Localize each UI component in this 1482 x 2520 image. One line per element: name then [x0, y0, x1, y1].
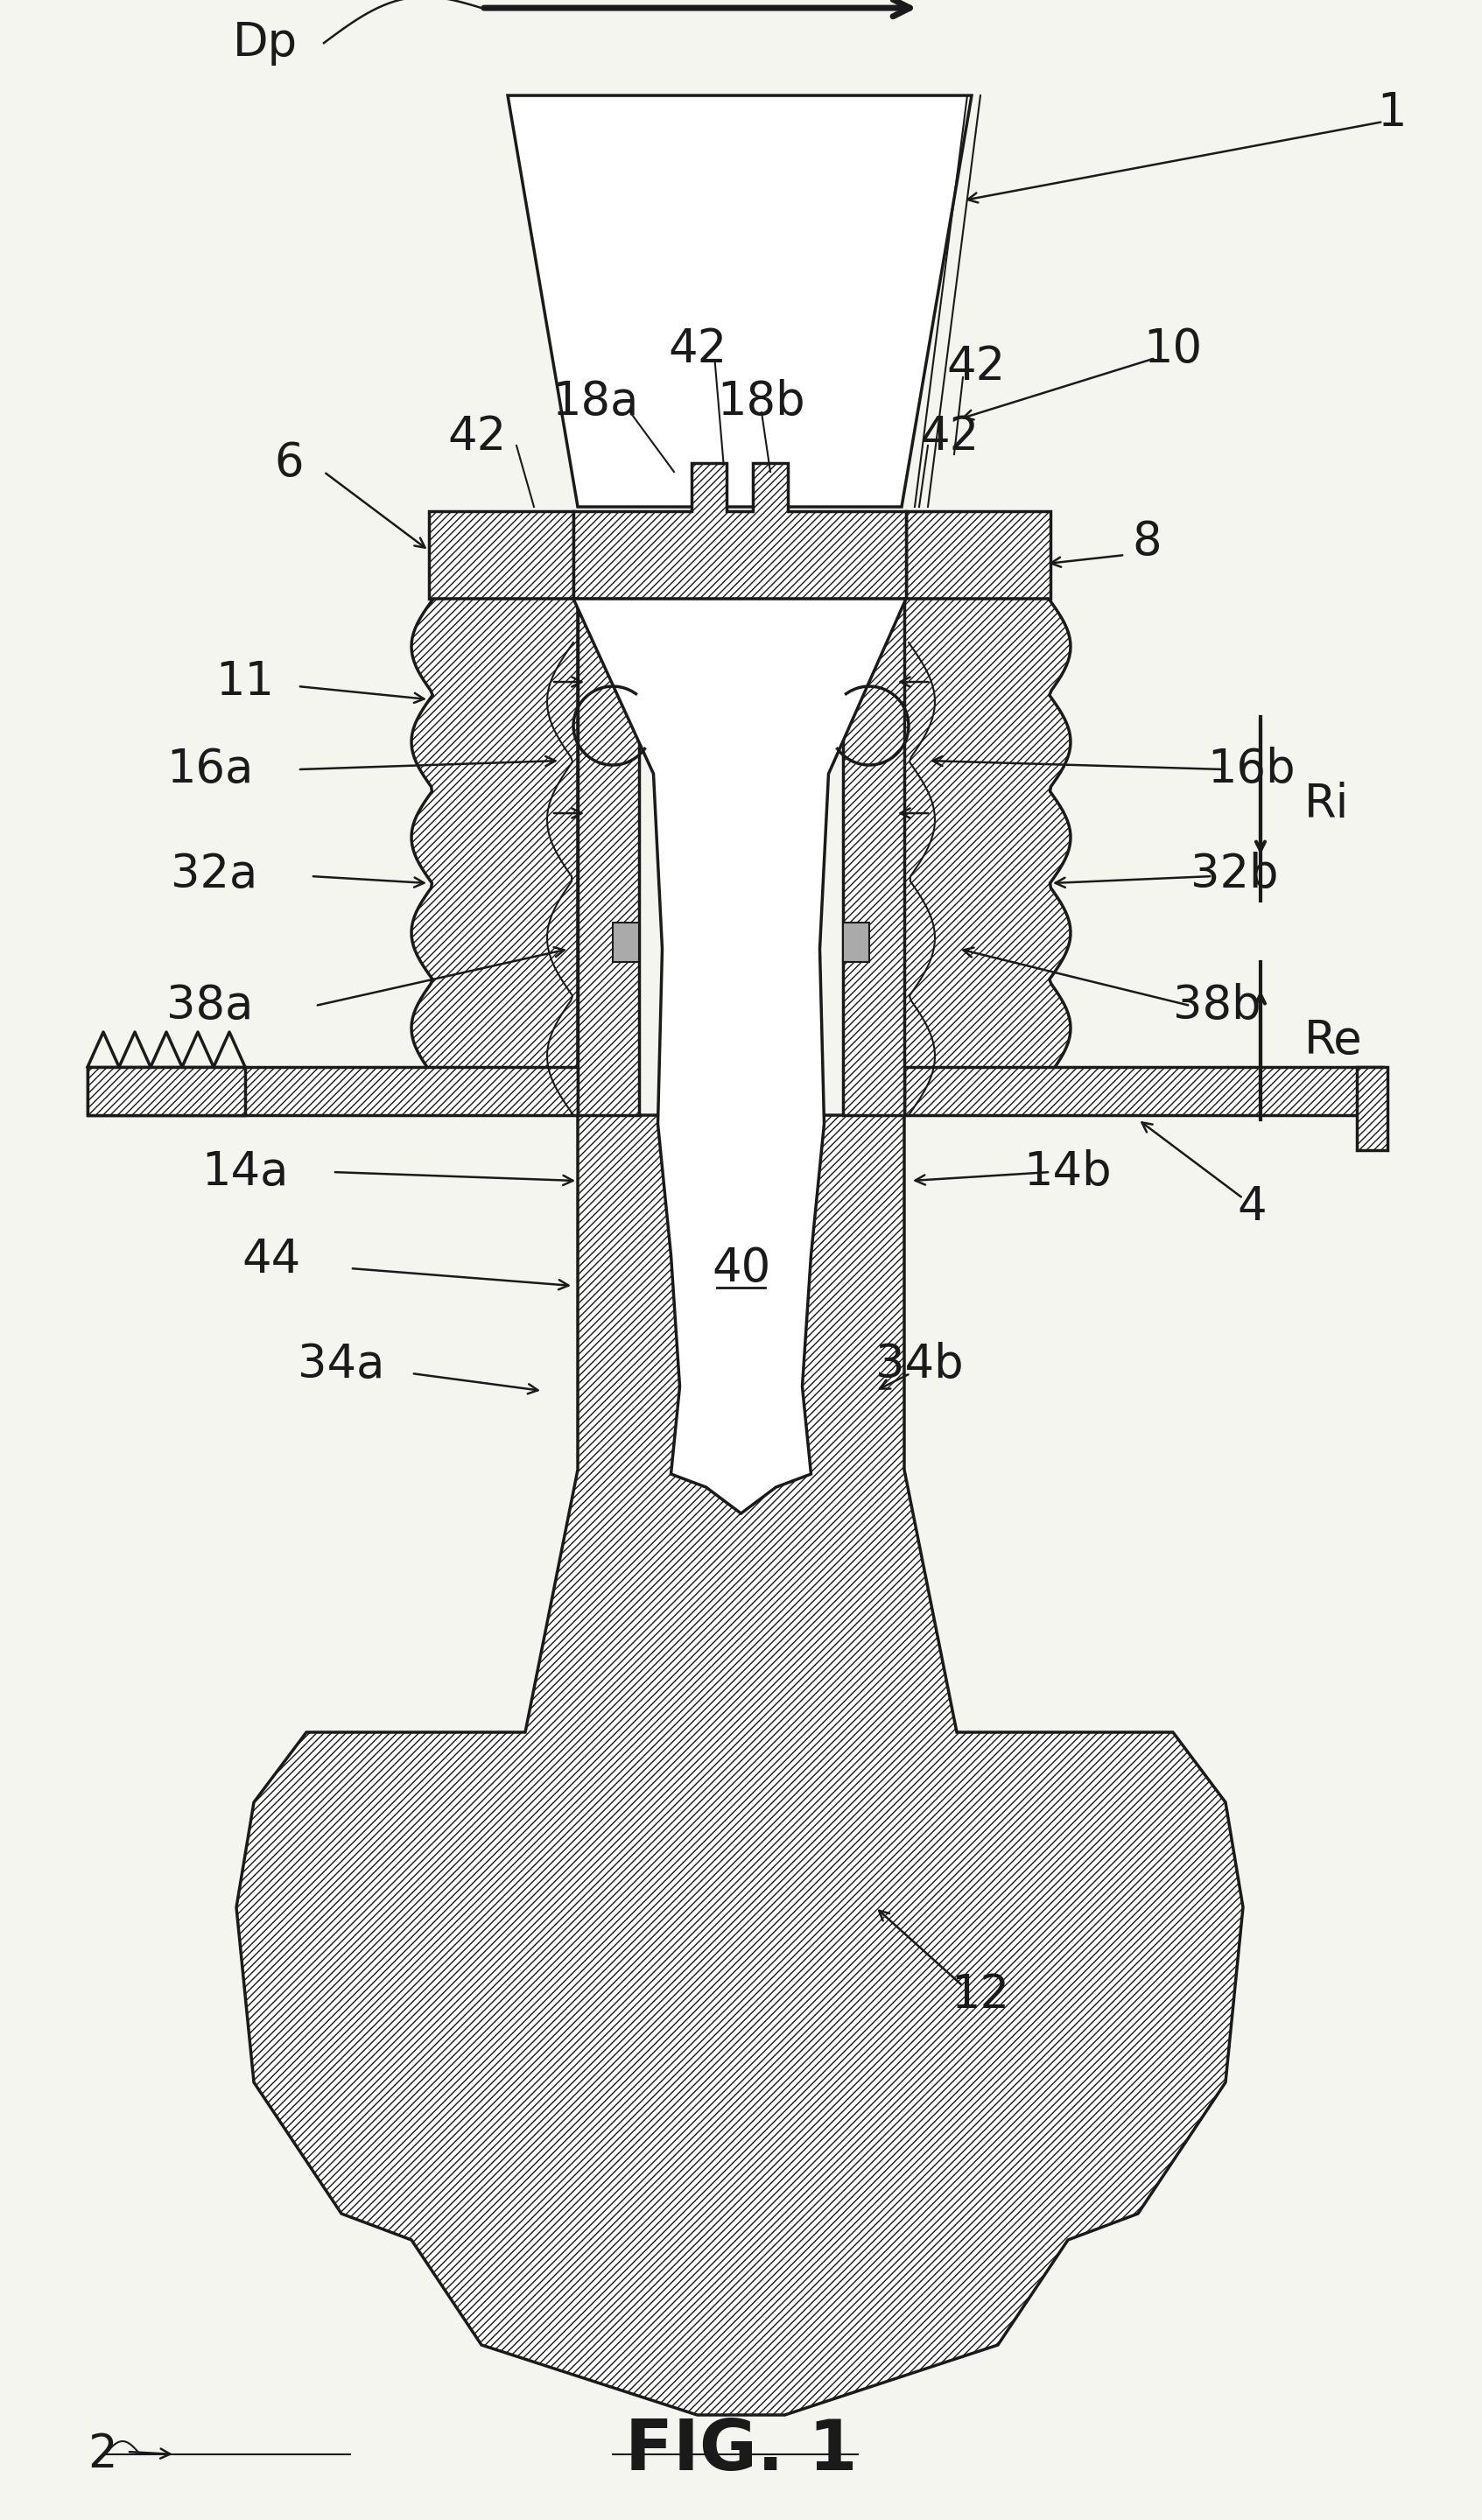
- Polygon shape: [428, 512, 574, 600]
- Text: 40: 40: [711, 1245, 771, 1290]
- Text: 14a: 14a: [202, 1149, 289, 1194]
- Polygon shape: [843, 600, 904, 1116]
- Text: 16a: 16a: [166, 746, 253, 791]
- Polygon shape: [87, 1066, 578, 1116]
- Text: 6: 6: [274, 441, 304, 486]
- Text: 42: 42: [947, 345, 1005, 391]
- Text: 34a: 34a: [298, 1341, 385, 1389]
- Text: 8: 8: [1132, 519, 1162, 564]
- Text: 42: 42: [920, 413, 980, 459]
- Text: Re: Re: [1304, 1018, 1362, 1063]
- Text: 12: 12: [951, 1973, 1009, 2019]
- Text: Ri: Ri: [1304, 781, 1349, 827]
- Polygon shape: [236, 1116, 1243, 2414]
- Text: 4: 4: [1237, 1184, 1267, 1230]
- Polygon shape: [843, 922, 870, 963]
- Text: 1: 1: [1377, 91, 1406, 136]
- Text: 14b: 14b: [1024, 1149, 1112, 1194]
- Polygon shape: [412, 600, 578, 1076]
- Polygon shape: [87, 1066, 245, 1116]
- Text: 44: 44: [242, 1237, 301, 1283]
- Text: 10: 10: [1144, 328, 1202, 373]
- Text: 34b: 34b: [874, 1341, 963, 1389]
- Text: 2: 2: [87, 2432, 117, 2477]
- Text: 38a: 38a: [166, 983, 253, 1028]
- Polygon shape: [578, 600, 639, 1116]
- Polygon shape: [612, 922, 639, 963]
- Text: 42: 42: [668, 328, 726, 373]
- Text: Dp: Dp: [233, 20, 298, 66]
- Text: 42: 42: [448, 413, 507, 459]
- Text: 32b: 32b: [1190, 852, 1279, 897]
- Text: 18a: 18a: [551, 378, 639, 423]
- Polygon shape: [906, 512, 1051, 600]
- Text: 38b: 38b: [1172, 983, 1261, 1028]
- Polygon shape: [904, 600, 1070, 1076]
- Text: FIG. 1: FIG. 1: [625, 2417, 857, 2485]
- Polygon shape: [574, 600, 906, 1515]
- Text: 11: 11: [216, 660, 274, 706]
- Text: 16b: 16b: [1208, 746, 1295, 791]
- Text: 32a: 32a: [170, 852, 258, 897]
- Polygon shape: [574, 464, 906, 600]
- Polygon shape: [1358, 1066, 1387, 1149]
- Polygon shape: [904, 1066, 1383, 1116]
- Text: 18b: 18b: [717, 378, 806, 423]
- Polygon shape: [508, 96, 972, 507]
